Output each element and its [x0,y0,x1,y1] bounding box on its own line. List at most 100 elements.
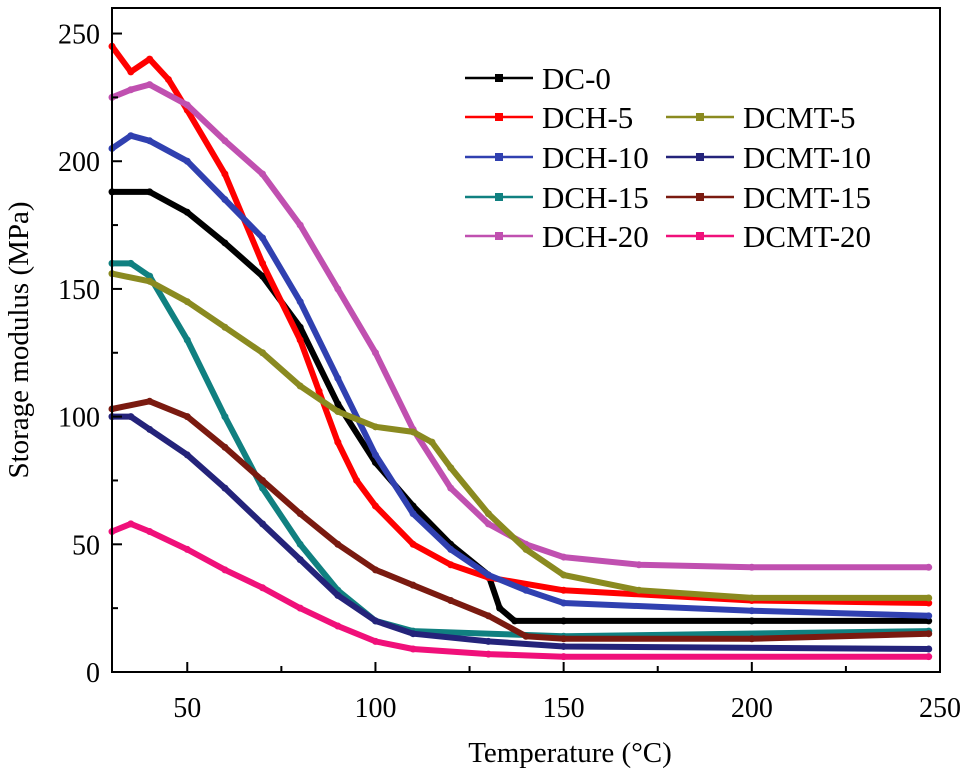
data-point [447,545,455,553]
data-point [334,400,342,408]
data-point [496,604,504,612]
data-point [221,566,229,574]
legend-label: DCMT-15 [743,180,871,215]
legend-item-dcmt-15: DCMT-15 [666,180,871,215]
data-point [127,68,135,76]
legend-marker [696,193,704,201]
data-point [560,599,568,607]
legend-label: DCH-5 [542,100,633,135]
y-tick-label: 50 [72,530,100,561]
data-point [925,612,933,620]
data-point [296,323,304,331]
legend-label: DCMT-20 [743,219,871,254]
data-point [560,653,568,661]
data-point [183,101,191,109]
data-point [296,298,304,306]
data-point [371,502,379,510]
data-point [925,594,933,602]
data-point [925,653,933,661]
y-tick-label: 200 [58,147,100,178]
y-tick-label: 250 [58,20,100,51]
legend-item-dcmt-20: DCMT-20 [666,219,871,254]
data-point [146,188,154,196]
data-point [334,540,342,548]
legend-marker [495,153,503,161]
data-point [484,510,492,518]
legend-marker [696,113,704,121]
data-point [127,86,135,94]
data-point [484,612,492,620]
data-point [371,637,379,645]
y-tick-label: 0 [86,658,100,689]
data-point [334,591,342,599]
data-point [334,622,342,630]
data-point [146,425,154,433]
data-point [925,645,933,653]
data-point [127,413,135,421]
data-point [221,196,229,204]
data-point [146,397,154,405]
legend-marker [696,232,704,240]
data-point [560,571,568,579]
data-point [315,387,323,395]
data-point [296,556,304,564]
data-point [183,208,191,216]
data-point [560,635,568,643]
x-tick-label: 50 [173,693,201,724]
data-point [447,596,455,604]
series-dcmt-20 [108,520,933,661]
data-point [925,617,933,625]
series-dcmt-15 [108,397,933,643]
data-point [409,645,417,653]
legend-label: DCH-20 [542,219,649,254]
data-point [259,484,267,492]
legend-item-dch-20: DCH-20 [465,219,649,254]
series-line [112,188,929,624]
data-point [296,604,304,612]
data-point [748,607,756,615]
data-point [409,630,417,638]
legend-item-dch-15: DCH-15 [465,180,649,215]
data-point [371,451,379,459]
data-point [409,581,417,589]
data-point [522,586,530,594]
data-point [334,438,342,446]
data-point [635,561,643,569]
data-point [259,259,267,267]
legend-item-dch-10: DCH-10 [465,140,649,175]
x-tick-label: 250 [919,693,961,724]
data-point [484,520,492,528]
plot-frame [111,7,941,673]
x-axis-label: Temperature (°C) [468,737,672,769]
data-point [146,137,154,145]
data-point [221,239,229,247]
series-layer [108,42,933,661]
data-point [560,553,568,561]
y-tick-label: 100 [58,403,100,434]
data-point [146,277,154,285]
data-point [409,510,417,518]
data-point [221,443,229,451]
data-point [259,349,267,357]
data-point [259,272,267,280]
data-point [371,349,379,357]
series-line [112,260,929,640]
legend-marker [495,232,503,240]
legend-label: DCMT-5 [743,100,856,135]
data-point [259,520,267,528]
data-point [748,617,756,625]
data-point [925,599,933,607]
axes-layer: 50 100 150 200 250 0 50 100 150 200 250 [58,20,961,724]
data-point [560,586,568,594]
data-point [409,428,417,436]
legend-label: DCMT-10 [743,140,871,175]
data-point [127,259,135,267]
data-point [334,285,342,293]
data-point [522,545,530,553]
data-point [146,55,154,63]
data-point [925,563,933,571]
data-point [560,642,568,650]
legend-label: DCH-10 [542,140,649,175]
data-point [409,540,417,548]
data-point [296,510,304,518]
